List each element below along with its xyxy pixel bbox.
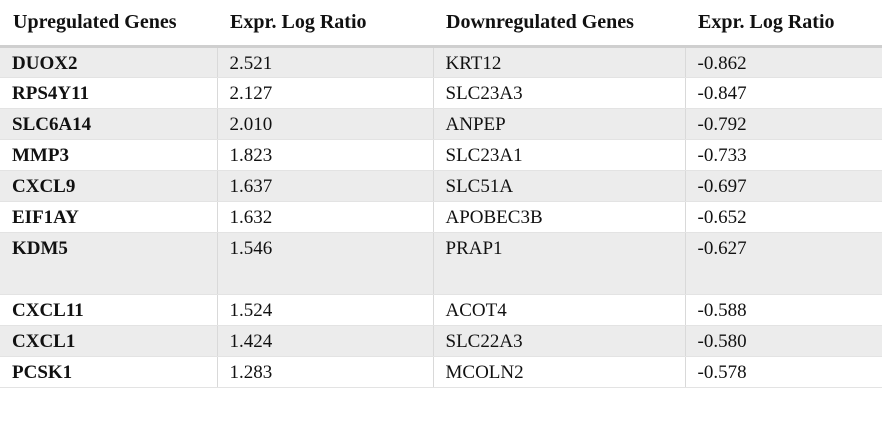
table-row: CXCL9 1.637 SLC51A -0.697	[0, 170, 882, 202]
down-gene-cell: ANPEP	[432, 108, 685, 140]
table-row: CXCL1 1.424 SLC22A3 -0.580	[0, 325, 882, 357]
down-ratio-cell: -0.792	[684, 108, 882, 140]
up-ratio-cell: 1.823	[216, 139, 433, 171]
down-gene-cell: APOBEC3B	[432, 201, 685, 233]
down-ratio-cell: -0.862	[684, 46, 882, 78]
down-gene-cell: SLC23A1	[432, 139, 685, 171]
table-row: KDM5 1.546 PRAP1 -0.627	[0, 232, 882, 295]
down-ratio-cell: -0.578	[684, 356, 882, 388]
down-ratio-cell: -0.627	[684, 232, 882, 295]
up-ratio-cell: 1.637	[216, 170, 433, 202]
down-gene-cell: SLC22A3	[432, 325, 685, 357]
header-downregulated-genes: Downregulated Genes	[433, 0, 685, 48]
up-ratio-cell: 1.546	[216, 232, 433, 295]
table-header: Upregulated Genes Expr. Log Ratio Downre…	[0, 0, 882, 48]
table-row: RPS4Y11 2.127 SLC23A3 -0.847	[0, 77, 882, 109]
table-body: DUOX2 2.521 KRT12 -0.862 RPS4Y11 2.127 S…	[0, 46, 882, 388]
up-ratio-cell: 2.127	[216, 77, 433, 109]
header-up-expr-log-ratio: Expr. Log Ratio	[217, 0, 433, 48]
up-gene-cell: PCSK1	[0, 356, 217, 388]
up-ratio-cell: 1.283	[216, 356, 433, 388]
up-ratio-cell: 2.521	[216, 46, 433, 78]
down-ratio-cell: -0.652	[684, 201, 882, 233]
down-gene-cell: MCOLN2	[432, 356, 685, 388]
down-ratio-cell: -0.588	[684, 294, 882, 326]
down-gene-cell: PRAP1	[432, 232, 685, 295]
down-gene-cell: SLC51A	[432, 170, 685, 202]
header-upregulated-genes: Upregulated Genes	[0, 0, 217, 48]
up-gene-cell: CXCL9	[0, 170, 217, 202]
down-gene-cell: KRT12	[432, 46, 685, 78]
header-down-expr-log-ratio: Expr. Log Ratio	[685, 0, 882, 48]
table-row: EIF1AY 1.632 APOBEC3B -0.652	[0, 201, 882, 233]
up-gene-cell: CXCL11	[0, 294, 217, 326]
table-row: PCSK1 1.283 MCOLN2 -0.578	[0, 356, 882, 388]
down-ratio-cell: -0.847	[684, 77, 882, 109]
down-ratio-cell: -0.697	[684, 170, 882, 202]
up-gene-cell: CXCL1	[0, 325, 217, 357]
table-row: DUOX2 2.521 KRT12 -0.862	[0, 46, 882, 78]
header-row: Upregulated Genes Expr. Log Ratio Downre…	[0, 0, 882, 48]
up-gene-cell: SLC6A14	[0, 108, 217, 140]
up-ratio-cell: 1.632	[216, 201, 433, 233]
down-ratio-cell: -0.733	[684, 139, 882, 171]
table-row: MMP3 1.823 SLC23A1 -0.733	[0, 139, 882, 171]
gene-expression-table: Upregulated Genes Expr. Log Ratio Downre…	[0, 0, 882, 388]
up-ratio-cell: 1.524	[216, 294, 433, 326]
up-gene-cell: RPS4Y11	[0, 77, 217, 109]
down-gene-cell: ACOT4	[432, 294, 685, 326]
table-row: CXCL11 1.524 ACOT4 -0.588	[0, 294, 882, 326]
up-gene-cell: MMP3	[0, 139, 217, 171]
up-ratio-cell: 2.010	[216, 108, 433, 140]
down-ratio-cell: -0.580	[684, 325, 882, 357]
down-gene-cell: SLC23A3	[432, 77, 685, 109]
up-gene-cell: EIF1AY	[0, 201, 217, 233]
up-gene-cell: DUOX2	[0, 46, 217, 78]
table-row: SLC6A14 2.010 ANPEP -0.792	[0, 108, 882, 140]
up-gene-cell: KDM5	[0, 232, 217, 295]
up-ratio-cell: 1.424	[216, 325, 433, 357]
